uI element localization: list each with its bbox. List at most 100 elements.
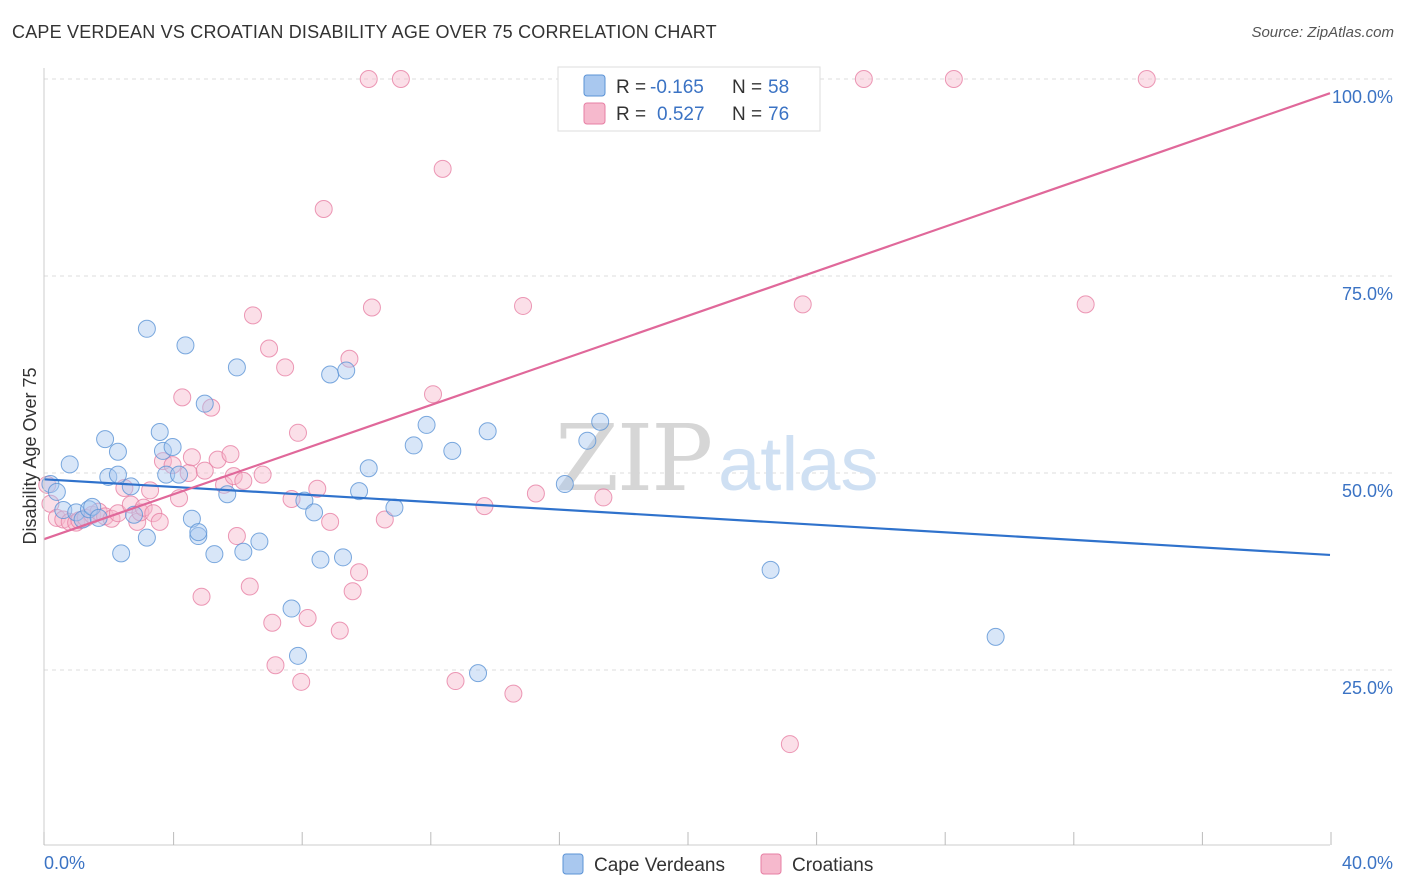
cape-verdean-point xyxy=(321,365,340,384)
legend-n-value-1: 58 xyxy=(768,77,789,98)
cape-verdean-point xyxy=(337,361,356,380)
croatian-point xyxy=(298,608,317,627)
croatian-point xyxy=(195,461,214,480)
croatian-point xyxy=(359,70,378,88)
croatian-trend-line xyxy=(43,92,1331,541)
croatian-point xyxy=(292,672,311,691)
cape-verdean-point xyxy=(137,319,156,338)
legend-r-label-2: R = xyxy=(616,104,646,125)
croatian-point xyxy=(243,306,262,325)
y-tick-label-100: 100.0% xyxy=(1332,87,1393,107)
cape-verdean-point xyxy=(417,415,436,434)
cape-verdean-point xyxy=(288,646,307,665)
axis-layer xyxy=(43,68,1330,846)
croatian-point xyxy=(514,296,533,315)
cape-verdean-point xyxy=(227,358,246,377)
source-attribution: Source: ZipAtlas.com xyxy=(1251,24,1394,41)
croatian-point xyxy=(1076,295,1095,314)
croatian-point xyxy=(793,295,812,314)
cape-verdean-point xyxy=(137,528,156,547)
croatian-point xyxy=(321,512,340,531)
croatian-point xyxy=(173,388,192,407)
cape-verdean-point xyxy=(108,442,127,461)
croatian-point xyxy=(314,200,333,219)
croatian-point xyxy=(375,510,394,529)
croatian-point xyxy=(253,465,272,484)
watermark-zip: ZIP xyxy=(555,405,711,512)
cape-verdean-point xyxy=(350,482,369,501)
croatian-point xyxy=(526,484,545,503)
watermark: ZIP atlas xyxy=(555,405,879,512)
cape-verdean-point xyxy=(205,545,224,564)
croatian-point xyxy=(234,471,253,490)
cape-verdean-point xyxy=(443,441,462,460)
croatian-point xyxy=(340,349,359,368)
watermark-atlas: atlas xyxy=(718,422,879,507)
croatian-point xyxy=(1137,70,1156,88)
cape-verdean-point xyxy=(761,560,780,579)
cape-verdean-point xyxy=(250,532,269,551)
croatian-point xyxy=(260,339,279,358)
cape-verdean-point xyxy=(153,441,172,460)
croatian-point xyxy=(163,456,182,475)
cape-verdean-point xyxy=(578,431,597,450)
croatian-point xyxy=(343,582,362,601)
croatian-point xyxy=(221,445,240,464)
croatian-point xyxy=(288,423,307,442)
cape-verdean-point xyxy=(163,437,182,456)
croatian-point xyxy=(362,298,381,317)
croatian-point xyxy=(308,479,327,498)
legend-n-label-2: N = xyxy=(732,104,762,125)
cape-verdean-point xyxy=(189,527,208,546)
croatian-point xyxy=(504,684,523,703)
cape-verdean-point xyxy=(170,465,189,484)
chart-title: CAPE VERDEAN VS CROATIAN DISABILITY AGE … xyxy=(12,22,717,42)
croatian-point xyxy=(263,613,282,632)
croatian-point xyxy=(192,587,211,606)
cape-verdean-point xyxy=(195,394,214,413)
legend-n-label-1: N = xyxy=(732,77,762,98)
croatian-point xyxy=(446,672,465,691)
y-tick-label-25: 25.0% xyxy=(1342,678,1393,698)
croatian-point xyxy=(227,527,246,546)
cape-verdean-point xyxy=(469,664,488,683)
croatian-point xyxy=(150,512,169,531)
ticks-layer: 25.0% 50.0% 75.0% 100.0% xyxy=(43,87,1393,845)
croatian-point xyxy=(391,70,410,88)
cape-verdean-point xyxy=(112,544,131,563)
croatian-point xyxy=(182,448,201,467)
legend-r-value-1: -0.165 xyxy=(650,77,704,98)
croatian-point xyxy=(350,563,369,582)
cape-verdean-point xyxy=(150,423,169,442)
cape-verdean-point xyxy=(60,455,79,474)
croatian-point xyxy=(594,488,613,507)
cape-verdean-point xyxy=(404,436,423,455)
legend-swatch-blue xyxy=(583,74,606,97)
croatian-point xyxy=(276,358,295,377)
cape-verdean-point xyxy=(591,412,610,431)
y-axis-title: Disability Age Over 75 xyxy=(20,367,40,544)
croatian-point xyxy=(433,159,452,178)
cape-verdean-trend-line xyxy=(43,478,1331,557)
x-tick-label-max: 40.0% xyxy=(1342,853,1393,873)
legend-swatch-pink xyxy=(583,102,606,125)
cape-verdean-point xyxy=(478,422,497,441)
croatian-point xyxy=(153,452,172,471)
series-label-croatians: Croatians xyxy=(792,855,873,876)
cape-verdean-point xyxy=(218,485,237,504)
cape-verdean-point xyxy=(555,475,574,494)
legend-r-label-1: R = xyxy=(616,77,646,98)
series-swatch-croatians xyxy=(760,853,782,875)
cape-verdean-point xyxy=(305,503,324,522)
croatian-point xyxy=(424,385,443,404)
croatian-point xyxy=(780,735,799,754)
cape-verdean-point xyxy=(108,465,127,484)
cape-verdean-point xyxy=(234,542,253,561)
series-legend: Cape Verdeans Croatians xyxy=(562,853,873,876)
legend-n-value-2: 76 xyxy=(768,104,789,125)
y-tick-label-75: 75.0% xyxy=(1342,284,1393,304)
cape-verdean-point xyxy=(295,491,314,510)
cape-verdean-point xyxy=(189,523,208,542)
cape-verdean-point xyxy=(47,482,66,501)
cape-verdean-point xyxy=(282,599,301,618)
